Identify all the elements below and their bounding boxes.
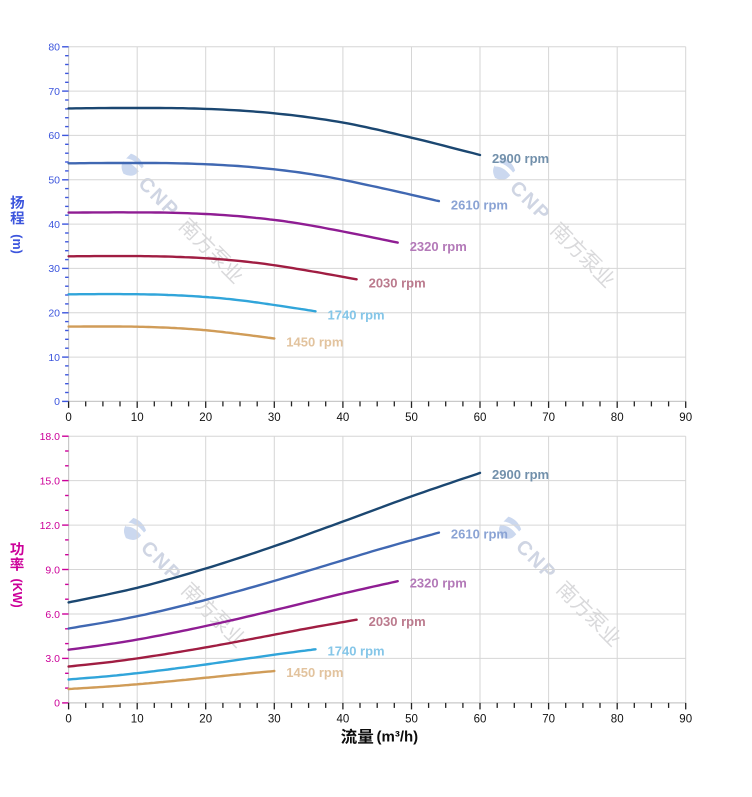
svg-text:2320 rpm: 2320 rpm [410,575,467,590]
svg-text:20: 20 [199,713,212,725]
svg-text:1450 rpm: 1450 rpm [286,335,343,350]
svg-text:20: 20 [199,412,212,424]
svg-text:40: 40 [337,713,350,725]
svg-text:80: 80 [48,42,60,54]
svg-text:2610 rpm: 2610 rpm [451,197,508,212]
svg-text:2030 rpm: 2030 rpm [369,614,426,629]
svg-text:70: 70 [542,713,555,725]
svg-text:15.0: 15.0 [40,475,61,487]
svg-text:(m): (m) [10,234,24,253]
svg-text:40: 40 [337,412,350,424]
svg-text:1740 rpm: 1740 rpm [328,643,385,658]
svg-text:0: 0 [65,713,71,725]
svg-text:10: 10 [131,713,144,725]
svg-text:2900 rpm: 2900 rpm [492,467,549,482]
svg-text:2320 rpm: 2320 rpm [410,239,467,254]
svg-text:1450 rpm: 1450 rpm [286,665,343,680]
svg-text:30: 30 [48,263,60,275]
svg-text:50: 50 [405,713,418,725]
svg-text:2900 rpm: 2900 rpm [492,151,549,166]
svg-text:30: 30 [268,412,281,424]
svg-text:10: 10 [48,352,60,364]
svg-text:1740 rpm: 1740 rpm [328,308,385,323]
svg-text:80: 80 [611,412,624,424]
svg-text:2030 rpm: 2030 rpm [369,276,426,291]
svg-text:60: 60 [474,713,487,725]
svg-text:30: 30 [268,713,281,725]
svg-text:60: 60 [474,412,487,424]
svg-text:20: 20 [48,308,60,320]
svg-text:50: 50 [405,412,418,424]
svg-text:(KW): (KW) [10,579,24,608]
svg-text:50: 50 [48,175,60,187]
svg-text:90: 90 [679,713,692,725]
svg-text:18.0: 18.0 [40,431,61,443]
svg-text:6.0: 6.0 [45,609,60,621]
svg-text:2610 rpm: 2610 rpm [451,527,508,542]
svg-text:70: 70 [48,86,60,98]
svg-text:3.0: 3.0 [45,653,60,665]
svg-text:40: 40 [48,219,60,231]
svg-text:12.0: 12.0 [40,520,61,532]
svg-text:10: 10 [131,412,144,424]
svg-text:9.0: 9.0 [45,564,60,576]
svg-text:60: 60 [48,130,60,142]
svg-text:(m³/h): (m³/h) [377,729,419,746]
svg-text:0: 0 [65,412,71,424]
svg-text:90: 90 [679,412,692,424]
svg-text:80: 80 [611,713,624,725]
svg-text:0: 0 [54,698,60,710]
svg-text:0: 0 [54,396,60,408]
svg-text:70: 70 [542,412,555,424]
